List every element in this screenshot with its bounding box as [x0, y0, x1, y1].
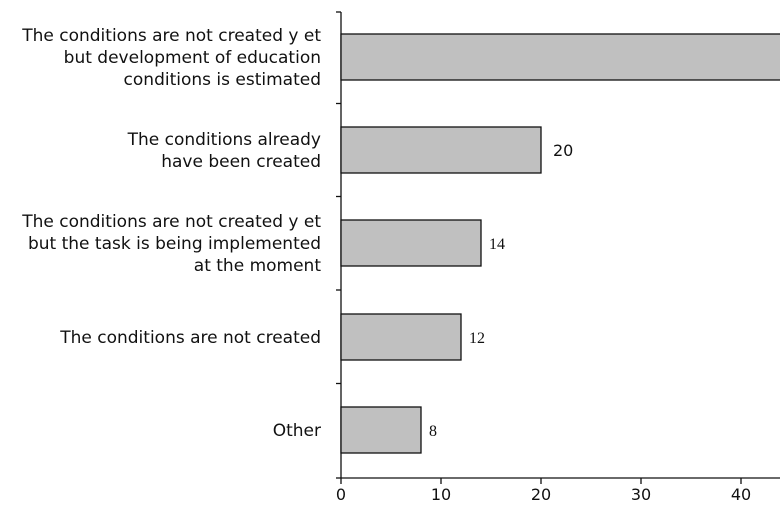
category-label-3: The conditions are not created [59, 328, 321, 348]
bar-3 [340, 313, 462, 361]
category-label-1: The conditions already have been created [127, 130, 321, 172]
bar-4 [340, 406, 422, 454]
bar-2 [340, 219, 482, 267]
bar-0 [340, 33, 780, 81]
category-label-2: The conditions are not created y et but t… [21, 212, 321, 276]
value-label-2: 14 [489, 236, 505, 253]
category-label-4: Other [273, 421, 321, 441]
value-label-3: 12 [469, 330, 485, 347]
x-tick-label-4: 40 [731, 485, 751, 504]
x-tick-label-0: 0 [336, 485, 346, 504]
bar-1 [340, 126, 542, 174]
value-label-4: 8 [429, 423, 437, 440]
x-tick-label-2: 20 [531, 485, 551, 504]
category-label-0: The conditions are not created y et but d… [21, 26, 321, 90]
x-tick-label-1: 10 [431, 485, 451, 504]
value-label-1: 20 [553, 141, 573, 160]
x-tick-label-3: 30 [631, 485, 651, 504]
